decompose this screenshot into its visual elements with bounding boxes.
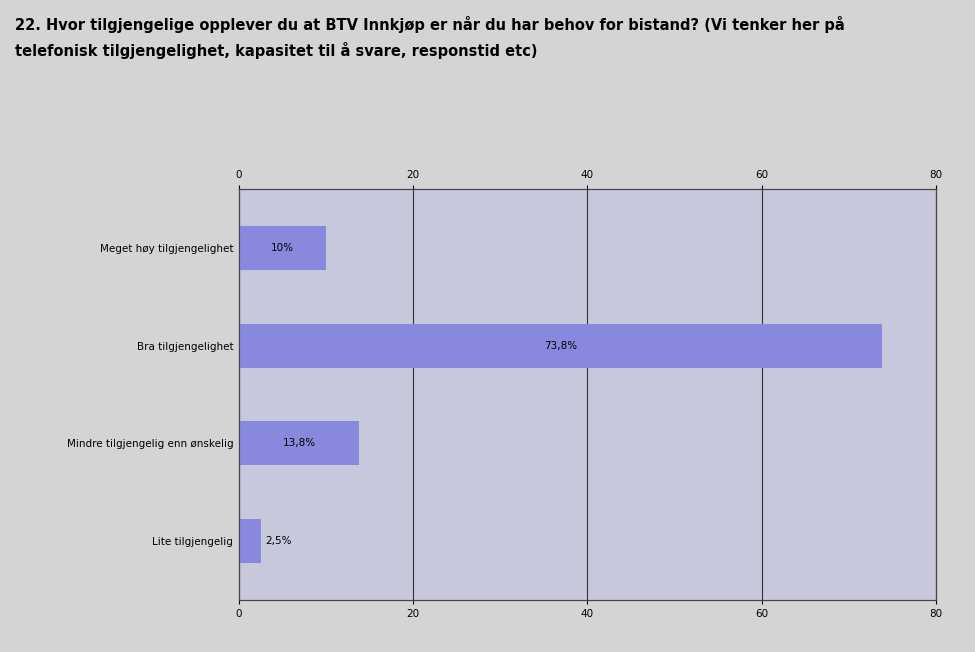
Text: 22. Hvor tilgjengelige opplever du at BTV Innkjøp er når du har behov for bistan: 22. Hvor tilgjengelige opplever du at BT… [15, 16, 844, 33]
Text: 73,8%: 73,8% [544, 340, 577, 351]
Bar [239, 323, 882, 368]
Text: 10%: 10% [271, 243, 293, 253]
Bar [239, 421, 359, 466]
Text: 2,5%: 2,5% [265, 536, 292, 546]
Text: 13,8%: 13,8% [283, 438, 316, 449]
Bar [239, 226, 326, 270]
Text: telefonisk tilgjengelighet, kapasitet til å svare, responstid etc): telefonisk tilgjengelighet, kapasitet ti… [15, 42, 537, 59]
Bar [239, 519, 260, 563]
